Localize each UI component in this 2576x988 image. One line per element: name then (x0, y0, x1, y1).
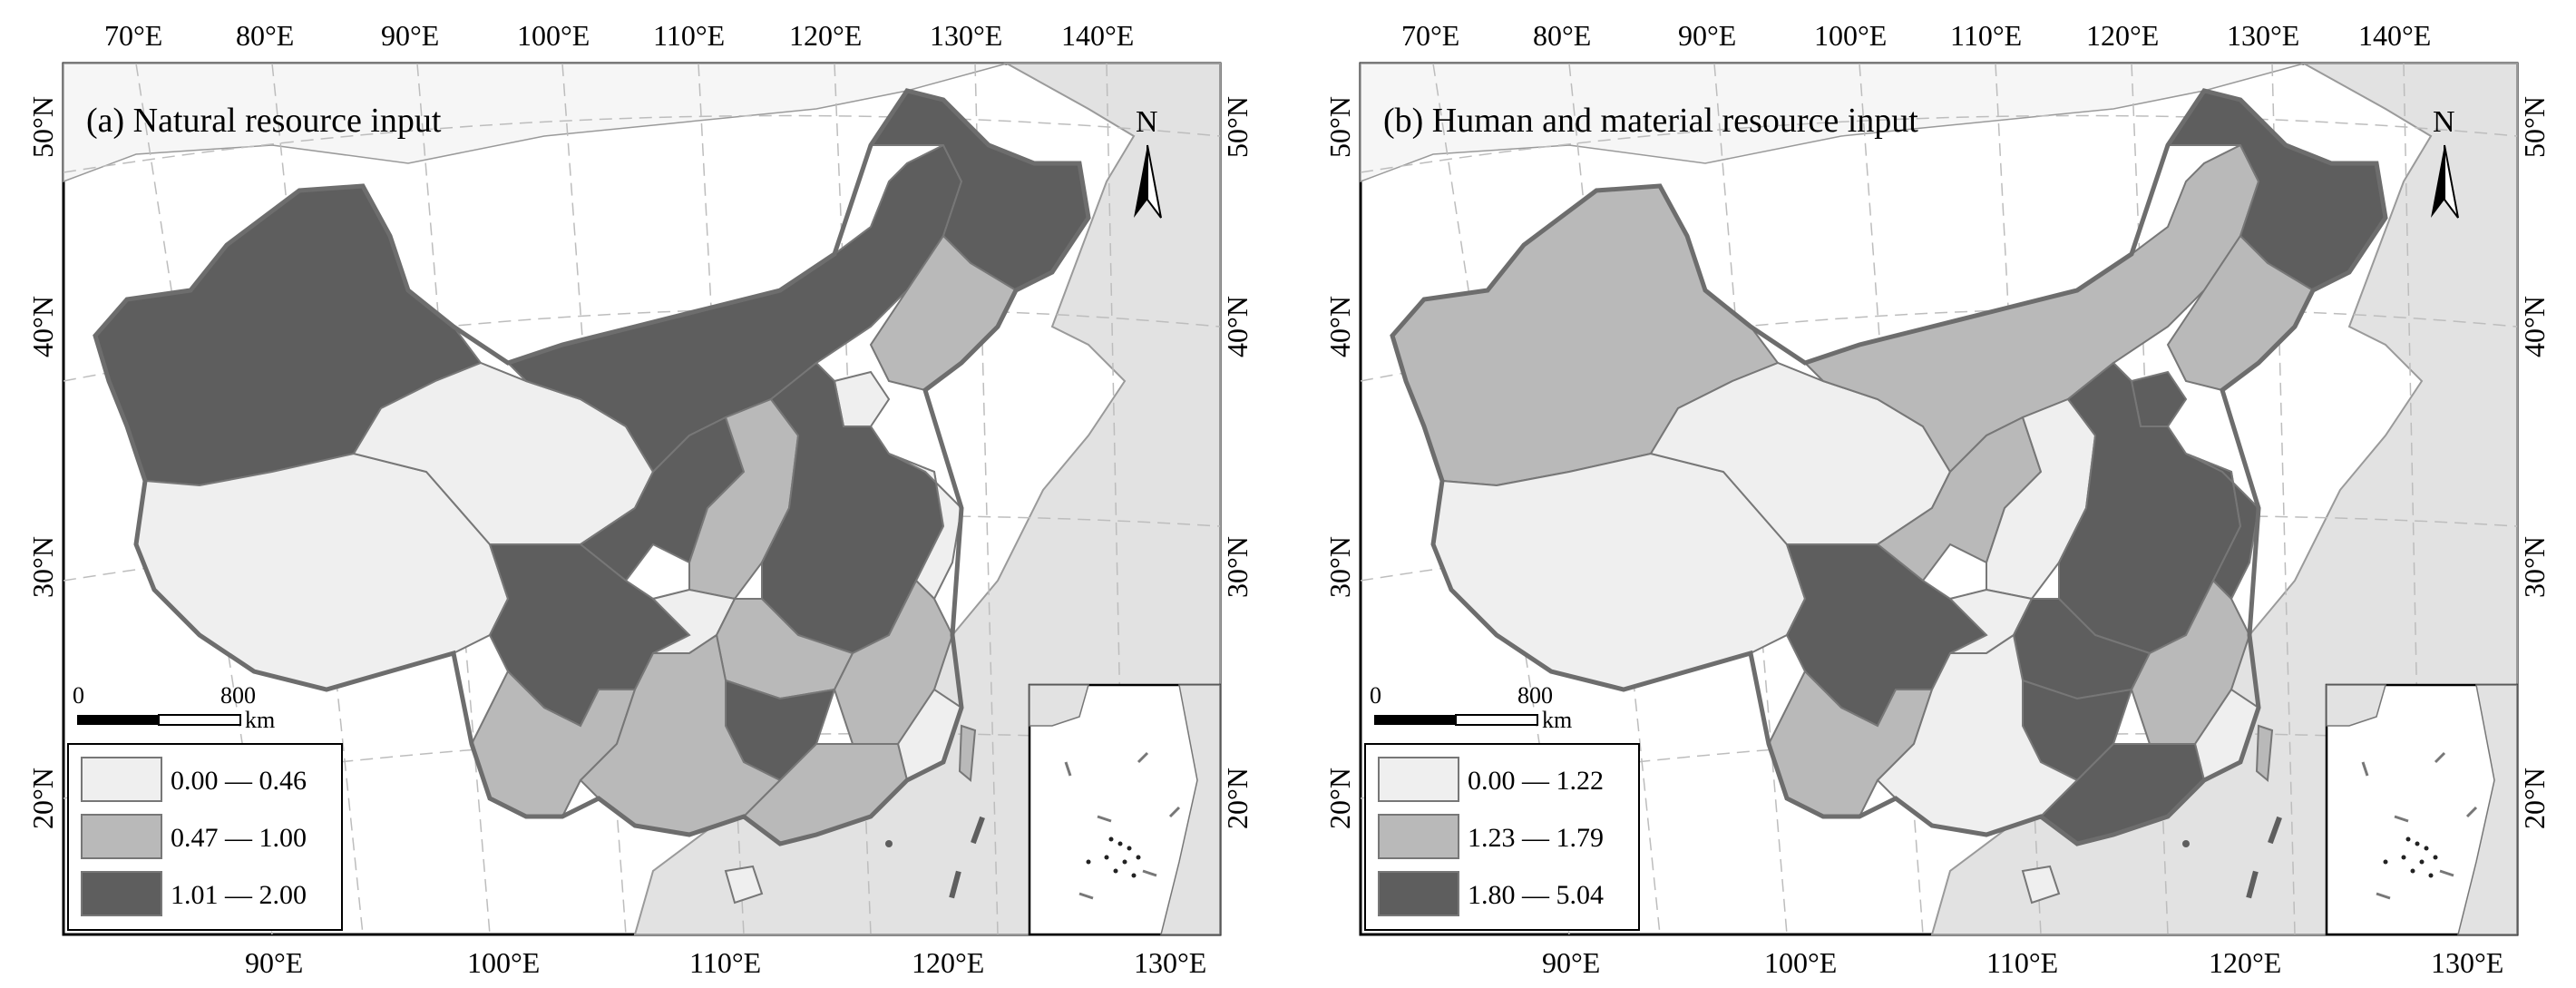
scale-zero: 0 (1370, 682, 1381, 709)
left-latitude-labels: 50°N 40°N 30°N 20°N (1323, 96, 1356, 829)
region-hainan (724, 865, 764, 905)
map-label: 120°E (2086, 19, 2159, 52)
map-panel-a: N (a) Natural resource input 0 800 km 0.… (0, 0, 1261, 988)
map-b-svg: N (b) Human and material resource input … (1323, 19, 2551, 979)
national-boundary (1390, 88, 2388, 846)
scale-unit: km (1542, 707, 1572, 733)
south-china-sea-inset (1028, 683, 1222, 936)
map-label: 80°E (236, 19, 294, 52)
map-label: 100°E (467, 946, 540, 979)
legend: 0.00 — 1.22 1.23 — 1.79 1.80 — 5.04 (1364, 743, 1640, 931)
region-anhui-zhejiang-jiangxi (833, 579, 954, 745)
map-label: 40°N (1323, 296, 1356, 357)
top-longitude-labels: 70°E 80°E 90°E 100°E 110°E 120°E 130°E 1… (104, 19, 1134, 52)
map-label: 70°E (104, 19, 162, 52)
map-label: 90°E (245, 946, 303, 979)
north-label: N (2433, 105, 2455, 139)
map-label: 30°N (2518, 536, 2551, 598)
map-a-svg: N (a) Natural resource input 0 800 km 0.… (26, 19, 1254, 979)
map-label: 80°E (1533, 19, 1591, 52)
map-label: 120°E (2209, 946, 2281, 979)
legend-label: 1.01 — 2.00 (171, 880, 307, 910)
map-label: 90°E (381, 19, 439, 52)
map-label: 40°N (2518, 296, 2551, 357)
right-latitude-labels: 50°N 40°N 30°N 20°N (1221, 96, 1254, 829)
map-label: 30°N (26, 536, 59, 598)
map-label: 30°N (1221, 536, 1254, 598)
map-label: 100°E (1814, 19, 1887, 52)
north-label: N (1136, 105, 1158, 139)
map-label: 50°N (2518, 96, 2551, 158)
map-label: 90°E (1678, 19, 1736, 52)
map-label: 130°E (1134, 946, 1206, 979)
region-hainan (2021, 865, 2061, 905)
legend-swatch (81, 871, 162, 916)
map-label: 140°E (1061, 19, 1134, 52)
map-label: 20°N (2518, 768, 2551, 829)
legend-label: 0.00 — 1.22 (1468, 766, 1604, 796)
islands (885, 816, 985, 899)
map-label: 130°E (2227, 19, 2299, 52)
scale-bar (77, 714, 241, 726)
scale-unit: km (245, 707, 275, 733)
scale-bar (1374, 714, 1538, 726)
scale-max: 800 (220, 682, 256, 709)
map-label: 110°E (1950, 19, 2022, 52)
left-latitude-labels: 50°N 40°N 30°N 20°N (26, 96, 59, 829)
legend-label: 1.80 — 5.04 (1468, 880, 1604, 910)
map-label: 100°E (517, 19, 590, 52)
north-arrow-icon (1134, 144, 1162, 219)
map-label: 140°E (2358, 19, 2431, 52)
legend-swatch (1378, 871, 1459, 916)
bottom-longitude-labels: 90°E 100°E 110°E 120°E 130°E (1542, 946, 2503, 979)
bottom-longitude-labels: 90°E 100°E 110°E 120°E 130°E (245, 946, 1206, 979)
map-label: 40°N (1221, 296, 1254, 357)
legend-label: 0.47 — 1.00 (171, 823, 307, 853)
map-panel-b: N (b) Human and material resource input … (1297, 0, 2558, 988)
south-china-sea-inset (2325, 683, 2519, 936)
legend-swatch (81, 814, 162, 859)
map-label: 20°N (1221, 768, 1254, 829)
region-taiwan (2255, 724, 2274, 782)
map-title: (b) Human and material resource input (1383, 102, 1918, 140)
legend-swatch (1378, 757, 1459, 802)
national-boundary (93, 88, 1091, 846)
map-label: 100°E (1764, 946, 1837, 979)
map-label: 70°E (1401, 19, 1459, 52)
map-title: (a) Natural resource input (86, 102, 442, 140)
right-latitude-labels: 50°N 40°N 30°N 20°N (2518, 96, 2551, 829)
region-taiwan (958, 724, 977, 782)
legend-swatch (1378, 814, 1459, 859)
map-label: 130°E (930, 19, 1002, 52)
region-anhui-zhejiang-jiangxi (2130, 579, 2251, 745)
map-label: 90°E (1542, 946, 1600, 979)
map-label: 130°E (2431, 946, 2503, 979)
map-label: 110°E (689, 946, 761, 979)
legend-label: 1.23 — 1.79 (1468, 823, 1604, 853)
neighbor-land-north (63, 63, 1008, 183)
legend: 0.00 — 0.46 0.47 — 1.00 1.01 — 2.00 (67, 743, 343, 931)
map-label: 50°N (1221, 96, 1254, 158)
map-label: 50°N (26, 96, 59, 158)
neighbor-land-north (1360, 63, 2305, 183)
china-regions (1390, 89, 2387, 905)
map-label: 40°N (26, 296, 59, 357)
map-label: 20°N (1323, 768, 1356, 829)
china-regions (93, 89, 1090, 905)
map-label: 110°E (653, 19, 725, 52)
scale-zero: 0 (73, 682, 84, 709)
map-label: 110°E (1986, 946, 2058, 979)
scale-max: 800 (1517, 682, 1553, 709)
legend-label: 0.00 — 0.46 (171, 766, 307, 796)
top-longitude-labels: 70°E 80°E 90°E 100°E 110°E 120°E 130°E 1… (1401, 19, 2431, 52)
north-arrow-icon (2431, 144, 2459, 219)
map-label: 20°N (26, 768, 59, 829)
legend-swatch (81, 757, 162, 802)
islands (2182, 816, 2282, 899)
map-label: 120°E (912, 946, 984, 979)
map-label: 50°N (1323, 96, 1356, 158)
map-label: 30°N (1323, 536, 1356, 598)
map-label: 120°E (789, 19, 862, 52)
